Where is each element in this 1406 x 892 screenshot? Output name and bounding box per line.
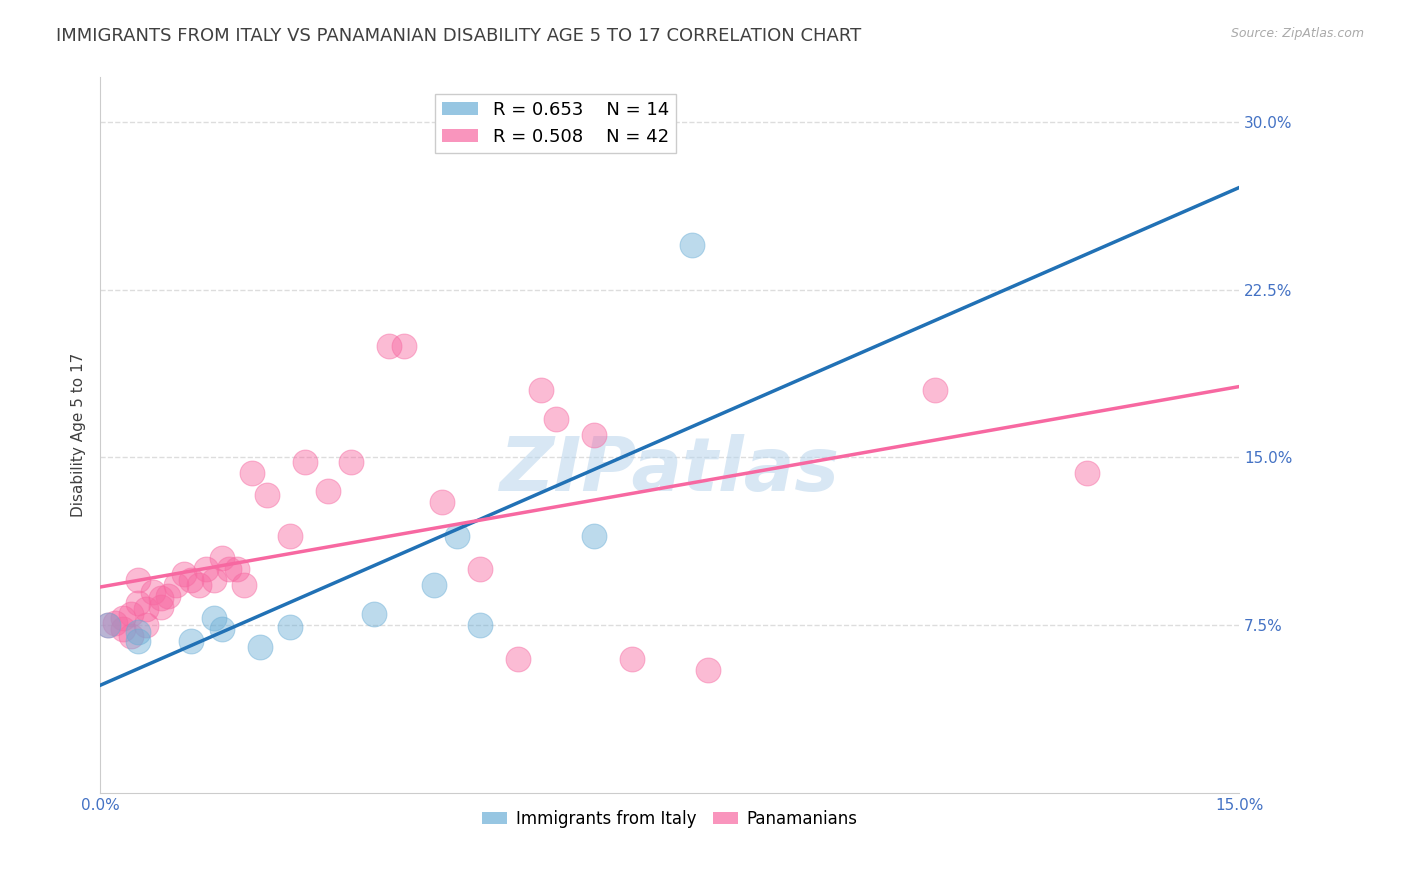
Point bbox=[127, 596, 149, 610]
Point bbox=[582, 528, 605, 542]
Point bbox=[924, 384, 946, 398]
Point bbox=[165, 578, 187, 592]
Point bbox=[97, 618, 120, 632]
Point bbox=[149, 591, 172, 606]
Point bbox=[1076, 466, 1098, 480]
Point bbox=[111, 623, 134, 637]
Point bbox=[620, 651, 643, 665]
Point bbox=[120, 629, 142, 643]
Point bbox=[173, 566, 195, 581]
Point bbox=[240, 466, 263, 480]
Point bbox=[195, 562, 218, 576]
Y-axis label: Disability Age 5 to 17: Disability Age 5 to 17 bbox=[72, 353, 86, 517]
Point bbox=[218, 562, 240, 576]
Point bbox=[582, 428, 605, 442]
Point bbox=[377, 338, 399, 352]
Text: IMMIGRANTS FROM ITALY VS PANAMANIAN DISABILITY AGE 5 TO 17 CORRELATION CHART: IMMIGRANTS FROM ITALY VS PANAMANIAN DISA… bbox=[56, 27, 862, 45]
Point bbox=[363, 607, 385, 621]
Point bbox=[468, 618, 491, 632]
Point bbox=[544, 412, 567, 426]
Point bbox=[111, 611, 134, 625]
Point bbox=[180, 574, 202, 588]
Point bbox=[202, 574, 225, 588]
Point bbox=[696, 663, 718, 677]
Point bbox=[225, 562, 247, 576]
Point bbox=[682, 238, 704, 252]
Text: ZIPatlas: ZIPatlas bbox=[499, 434, 839, 508]
Point bbox=[127, 633, 149, 648]
Point bbox=[120, 607, 142, 621]
Point bbox=[278, 620, 301, 634]
Point bbox=[278, 528, 301, 542]
Text: Source: ZipAtlas.com: Source: ZipAtlas.com bbox=[1230, 27, 1364, 40]
Point bbox=[506, 651, 529, 665]
Point bbox=[149, 600, 172, 615]
Legend: Immigrants from Italy, Panamanians: Immigrants from Italy, Panamanians bbox=[475, 803, 863, 834]
Point bbox=[211, 551, 233, 566]
Point bbox=[529, 384, 551, 398]
Point bbox=[468, 562, 491, 576]
Point bbox=[316, 483, 339, 498]
Point bbox=[135, 602, 157, 616]
Point bbox=[211, 623, 233, 637]
Point bbox=[127, 624, 149, 639]
Point bbox=[256, 488, 278, 502]
Point bbox=[142, 584, 165, 599]
Point bbox=[187, 578, 209, 592]
Point bbox=[249, 640, 271, 655]
Point bbox=[339, 455, 361, 469]
Point bbox=[294, 455, 316, 469]
Point bbox=[202, 611, 225, 625]
Point bbox=[135, 618, 157, 632]
Point bbox=[104, 615, 127, 630]
Point bbox=[233, 578, 256, 592]
Point bbox=[180, 633, 202, 648]
Point bbox=[157, 589, 180, 603]
Point bbox=[127, 574, 149, 588]
Point bbox=[423, 578, 446, 592]
Point bbox=[446, 528, 468, 542]
Point bbox=[392, 338, 415, 352]
Point bbox=[430, 495, 453, 509]
Point bbox=[97, 618, 120, 632]
